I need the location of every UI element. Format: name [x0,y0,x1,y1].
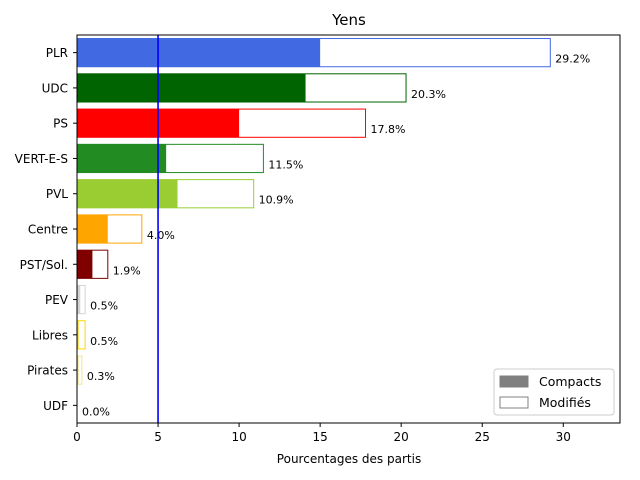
y-tick-label: UDF [43,399,68,413]
data-label: 29.2% [555,53,590,66]
y-tick-label: Libres [32,328,68,342]
legend: Compacts Modifiés [493,368,615,416]
legend-swatch [499,375,529,388]
bar-compacts [77,285,81,314]
bar-compacts [77,214,108,244]
bar-compacts [77,355,79,385]
data-label: 1.9% [113,264,141,277]
bar-compacts [77,250,93,279]
data-label: 0.5% [90,335,118,348]
y-tick-label: PLR [46,46,68,60]
x-tick-label: 25 [475,430,490,444]
bar-compacts [77,73,306,103]
chart-title: Yens [331,11,366,29]
y-tick-label: PEV [45,293,69,307]
data-label: 11.5% [268,158,303,171]
x-axis: 0 5 10 15 20 25 30 [73,423,571,444]
y-tick-label: PVL [46,187,68,201]
legend-swatch [499,396,529,409]
x-axis-label: Pourcentages des partis [277,452,421,466]
y-tick-label: UDC [42,81,68,95]
data-label: 10.9% [259,194,294,207]
legend-label: Compacts [539,374,601,389]
x-tick-label: 15 [312,430,327,444]
data-label: 0.0% [82,405,110,418]
bar-compacts [77,38,321,67]
x-tick-label: 5 [154,430,162,444]
y-tick-label: VERT-E-S [15,152,68,166]
y-axis: PLR UDC PS VERT-E-S PVL Centre PST/Sol. PEV Libr… [15,46,77,413]
y-tick-label: Centre [28,223,68,237]
y-tick-label: PS [53,117,68,131]
bar-compacts [77,320,79,349]
data-label: 0.5% [90,300,118,313]
legend-label: Modifiés [539,395,591,410]
x-tick-label: 20 [394,430,409,444]
x-tick-label: 30 [556,430,571,444]
bar-compacts [77,144,167,173]
data-label: 4.0% [147,229,175,242]
x-tick-label: 0 [73,430,81,444]
y-tick-label: PST/Sol. [20,258,68,272]
y-tick-label: Pirates [27,364,68,378]
x-tick-label: 10 [231,430,246,444]
data-label: 0.3% [87,370,115,383]
bars-layer: 29.2% 20.3% 17.8% 11.5% 10.9% 4.0% 1.9% 0.5% 0.5… [76,38,590,418]
data-label: 17.8% [371,123,406,136]
bar-compacts [77,179,178,208]
data-label: 20.3% [411,88,446,101]
